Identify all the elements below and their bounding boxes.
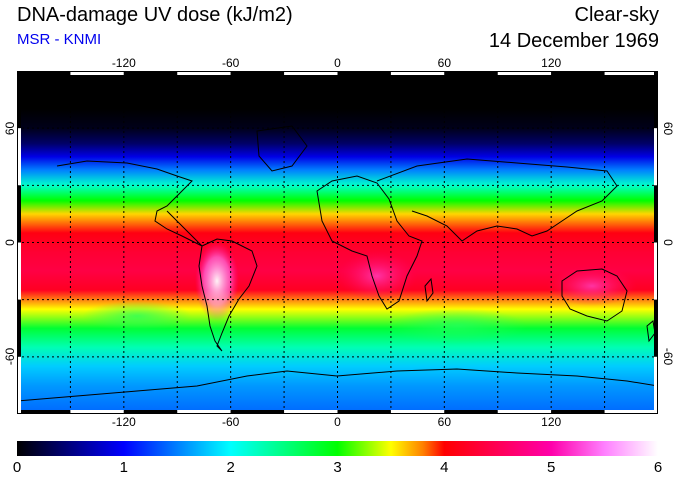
colorbar-label: 5 — [546, 459, 556, 476]
map-frame — [17, 71, 658, 414]
frame-segment-left — [17, 71, 21, 129]
map-border — [17, 71, 658, 414]
greenland-coast — [256, 125, 308, 172]
lon-label-bottom: 0 — [334, 415, 341, 429]
colorbar-label: 0 — [12, 459, 22, 476]
lon-label-top: -120 — [111, 56, 136, 70]
lon-label-top: 0 — [334, 56, 341, 70]
lon-label-bottom: -60 — [221, 415, 240, 429]
frame-segment-bottom — [17, 410, 71, 414]
lon-label-bottom: 60 — [437, 415, 452, 429]
frame-segment-right — [654, 242, 658, 300]
asia-coast — [376, 158, 618, 242]
lon-label-top: -60 — [221, 56, 240, 70]
frame-segment-bottom — [390, 410, 445, 414]
madagascar-coast — [424, 277, 434, 303]
frame-segment-top — [551, 71, 605, 75]
uv-dose-world-map — [17, 71, 658, 414]
frame-segment-bottom — [230, 410, 285, 414]
africa-hotspot — [337, 251, 417, 301]
frame-segment-left — [17, 299, 21, 357]
frame-segment-bottom — [70, 410, 124, 414]
source-credit: MSR - KNMI — [17, 31, 102, 48]
frame-segment-top — [497, 71, 552, 75]
frame-segment-right — [654, 356, 658, 414]
australia-coast — [561, 268, 628, 322]
frame-segment-top — [123, 71, 178, 75]
colorbar-gradient — [17, 441, 658, 456]
frame-segment-top — [17, 71, 71, 75]
frame-segment-bottom — [284, 410, 338, 414]
frame-segment-left — [17, 128, 21, 186]
colorbar-label: 3 — [333, 459, 342, 476]
lat-label-right: -60 — [660, 348, 675, 366]
map-title: DNA-damage UV dose (kJ/m2) — [17, 4, 293, 26]
frame-segment-bottom — [497, 410, 552, 414]
frame-segment-top — [337, 71, 391, 75]
colorbar-label: 4 — [440, 459, 449, 476]
lat-label-left: 60 — [2, 121, 17, 135]
frame-segment-top — [604, 71, 658, 75]
frame-segment-top — [284, 71, 338, 75]
lon-label-top: 120 — [541, 56, 562, 70]
frame-segment-left — [17, 356, 21, 414]
frame-segment-bottom — [123, 410, 178, 414]
colorbar-label: 2 — [226, 459, 235, 476]
colorbar-label: 1 — [119, 459, 128, 476]
frame-segment-bottom — [604, 410, 658, 414]
frame-segment-right — [654, 128, 658, 186]
pacific-cloud — [82, 301, 192, 331]
frame-segment-left — [17, 242, 21, 300]
frame-segment-top — [70, 71, 124, 75]
colorbar — [17, 441, 658, 456]
frame-segment-right — [654, 299, 658, 357]
graticule — [17, 71, 658, 414]
frame-segment-right — [654, 71, 658, 129]
frame-segment-bottom — [551, 410, 605, 414]
coastlines — [17, 125, 658, 402]
lon-label-top: 60 — [437, 56, 452, 70]
colorbar-label: 6 — [653, 459, 663, 476]
frame-segment-top — [444, 71, 498, 75]
lon-label-bottom: 120 — [541, 415, 562, 429]
indian-ocean-cloud — [387, 308, 527, 344]
frame-segment-top — [230, 71, 285, 75]
map-date: 14 December 1969 — [488, 30, 659, 52]
europe-africa-coast — [316, 175, 423, 310]
sky-condition: Clear-sky — [574, 4, 659, 26]
lat-label-right: 60 — [660, 121, 675, 135]
frame-segment-top — [390, 71, 445, 75]
frame-segment-top — [177, 71, 231, 75]
frame-segment-right — [654, 185, 658, 243]
south-america-coast — [198, 238, 258, 352]
frame-segment-left — [17, 185, 21, 243]
lat-label-right: 0 — [660, 239, 675, 246]
lon-label-bottom: -120 — [111, 415, 136, 429]
lat-label-left: -60 — [2, 348, 17, 366]
frame-segment-bottom — [177, 410, 231, 414]
lat-label-left: 0 — [2, 239, 17, 246]
frame-segment-bottom — [337, 410, 391, 414]
frame-segment-bottom — [444, 410, 498, 414]
